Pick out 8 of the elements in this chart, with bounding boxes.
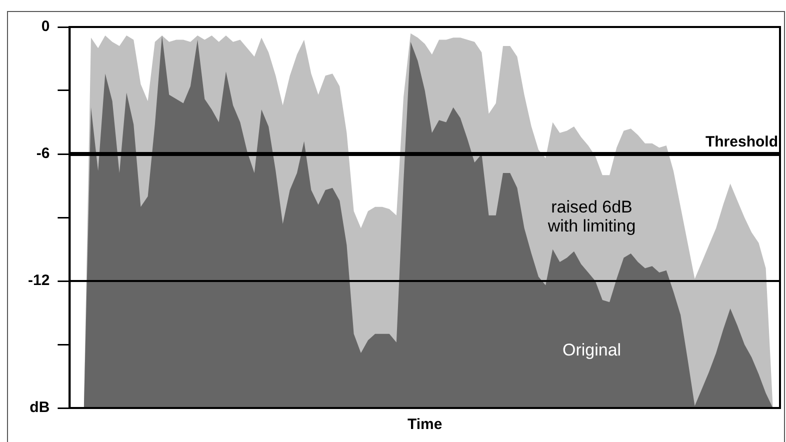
series-label: raised 6dB with limiting <box>546 198 636 236</box>
series-label: Original <box>562 340 622 360</box>
x-axis-title: Time <box>407 416 442 434</box>
ref-line-label: Threshold <box>705 134 778 151</box>
y-tick-label: -6 <box>36 145 50 162</box>
y-tick-label: -12 <box>28 272 50 290</box>
y-tick-label: 0 <box>41 18 50 36</box>
y-tick-label: dB <box>30 399 50 416</box>
